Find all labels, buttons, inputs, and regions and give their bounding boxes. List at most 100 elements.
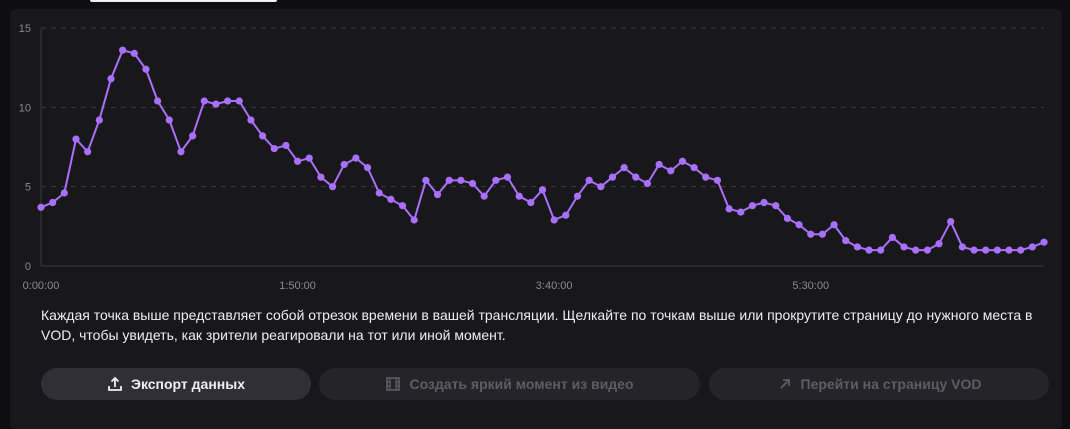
data-point[interactable] xyxy=(818,230,827,238)
data-point[interactable] xyxy=(597,183,605,191)
data-point[interactable] xyxy=(177,148,185,156)
data-point[interactable] xyxy=(37,203,45,211)
data-point[interactable] xyxy=(748,202,757,210)
data-point[interactable] xyxy=(433,191,442,199)
data-point[interactable] xyxy=(702,173,710,181)
data-point[interactable] xyxy=(643,179,652,188)
data-point[interactable] xyxy=(655,160,663,169)
data-point[interactable] xyxy=(608,173,617,181)
data-point[interactable] xyxy=(900,243,908,251)
y-tick-label: 5 xyxy=(25,182,31,194)
data-point[interactable] xyxy=(293,157,302,165)
data-point[interactable] xyxy=(165,116,173,124)
data-point[interactable] xyxy=(527,198,535,207)
data-point[interactable] xyxy=(130,49,138,57)
data-point[interactable] xyxy=(632,173,640,181)
data-point[interactable] xyxy=(935,240,943,248)
data-point[interactable] xyxy=(585,176,593,184)
y-tick-label: 15 xyxy=(19,23,31,35)
data-point[interactable] xyxy=(387,195,395,203)
data-point[interactable] xyxy=(795,221,803,229)
data-point[interactable] xyxy=(119,46,127,54)
data-point[interactable] xyxy=(877,246,885,254)
data-point[interactable] xyxy=(480,192,488,200)
data-point[interactable] xyxy=(200,97,208,105)
data-point[interactable] xyxy=(725,205,733,213)
data-point[interactable] xyxy=(468,179,477,188)
data-point[interactable] xyxy=(667,167,675,175)
create-highlight-button[interactable]: Создать яркий момент из видео xyxy=(319,368,700,400)
data-point[interactable] xyxy=(282,141,290,150)
data-point[interactable] xyxy=(375,189,383,197)
data-point[interactable] xyxy=(457,176,465,184)
data-point[interactable] xyxy=(620,164,628,172)
data-point[interactable] xyxy=(1005,246,1013,254)
data-point[interactable] xyxy=(573,192,582,200)
data-point[interactable] xyxy=(410,216,418,224)
export-data-label: Экспорт данных xyxy=(130,376,246,392)
data-point[interactable] xyxy=(398,202,407,210)
data-point[interactable] xyxy=(1040,238,1048,246)
data-point[interactable] xyxy=(783,214,792,222)
data-point[interactable] xyxy=(352,154,360,162)
data-point[interactable] xyxy=(492,176,500,184)
data-point[interactable] xyxy=(888,233,896,242)
data-point[interactable] xyxy=(154,97,162,105)
data-point[interactable] xyxy=(538,186,547,194)
data-point[interactable] xyxy=(678,157,687,165)
data-point[interactable] xyxy=(340,160,348,169)
data-point[interactable] xyxy=(842,237,850,245)
x-tick-label: 5:30:00 xyxy=(792,280,829,292)
data-point[interactable] xyxy=(690,164,698,172)
data-point[interactable] xyxy=(212,100,220,108)
arrow-up-right-icon xyxy=(777,376,793,392)
data-point[interactable] xyxy=(305,154,313,162)
data-point[interactable] xyxy=(49,198,57,207)
data-point[interactable] xyxy=(947,217,955,226)
data-point[interactable] xyxy=(72,135,80,143)
data-point[interactable] xyxy=(865,246,873,254)
data-point[interactable] xyxy=(923,246,931,254)
data-point[interactable] xyxy=(912,246,920,254)
data-point[interactable] xyxy=(1017,246,1025,254)
data-point[interactable] xyxy=(550,216,558,224)
top-tab-indicator xyxy=(90,0,277,2)
data-point[interactable] xyxy=(363,164,372,172)
data-point[interactable] xyxy=(970,246,978,254)
data-point[interactable] xyxy=(189,132,197,140)
data-point[interactable] xyxy=(247,116,255,124)
export-data-button[interactable]: Экспорт данных xyxy=(41,368,311,400)
data-point[interactable] xyxy=(772,202,780,210)
data-point[interactable] xyxy=(224,97,232,105)
data-point[interactable] xyxy=(328,183,337,191)
data-point[interactable] xyxy=(713,176,722,184)
data-point[interactable] xyxy=(503,173,512,181)
data-point[interactable] xyxy=(830,221,838,229)
series-line xyxy=(40,49,1045,252)
chart-description: Каждая точка выше представляет собой отр… xyxy=(41,307,1033,343)
data-point[interactable] xyxy=(84,148,92,156)
data-point[interactable] xyxy=(270,144,278,153)
data-point[interactable] xyxy=(982,246,990,254)
data-point[interactable] xyxy=(562,211,570,219)
data-point[interactable] xyxy=(142,65,150,73)
data-point[interactable] xyxy=(60,189,68,197)
data-point[interactable] xyxy=(515,192,523,200)
data-point[interactable] xyxy=(760,198,768,207)
data-point[interactable] xyxy=(258,132,267,140)
data-point[interactable] xyxy=(317,173,325,181)
data-point[interactable] xyxy=(807,230,815,238)
data-point[interactable] xyxy=(958,243,966,251)
data-point[interactable] xyxy=(1028,243,1036,251)
chart-card xyxy=(10,9,1062,429)
data-point[interactable] xyxy=(993,246,1001,254)
film-icon xyxy=(385,376,401,392)
data-point[interactable] xyxy=(422,176,430,184)
data-point[interactable] xyxy=(95,116,103,124)
data-point[interactable] xyxy=(445,176,453,184)
go-to-vod-button[interactable]: Перейти на страницу VOD xyxy=(709,368,1049,400)
data-point[interactable] xyxy=(107,75,115,83)
data-point[interactable] xyxy=(737,208,745,216)
data-point[interactable] xyxy=(853,243,861,251)
data-point[interactable] xyxy=(235,97,243,105)
